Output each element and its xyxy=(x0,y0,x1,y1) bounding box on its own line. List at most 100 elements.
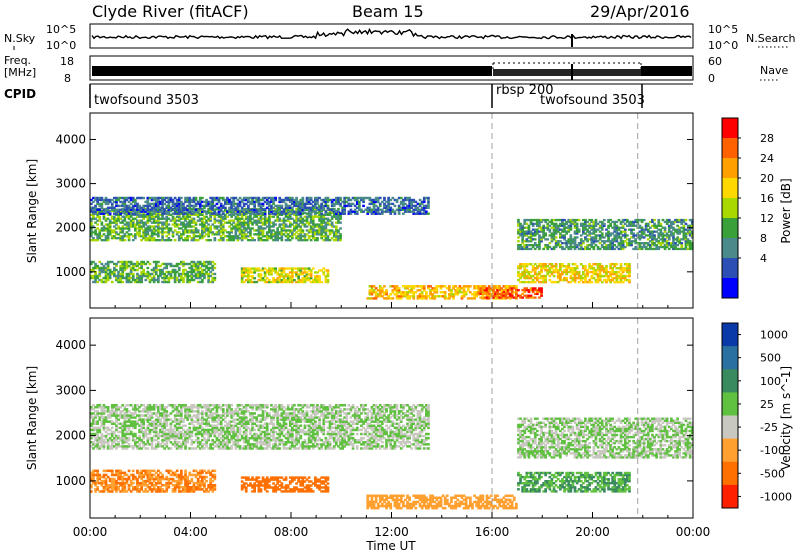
colorbar-tick-label: 8 xyxy=(760,232,767,245)
power-echo-cell xyxy=(575,276,579,280)
power-echo-cell xyxy=(378,202,382,206)
power-echo-cell xyxy=(525,287,529,290)
power-echo-cell xyxy=(594,218,598,222)
power-echo-cell xyxy=(125,213,129,216)
power-echo-cell xyxy=(404,287,407,290)
power-echo-cell xyxy=(182,212,185,215)
velocity-echo-cell xyxy=(129,432,133,436)
power-echo-cell xyxy=(320,202,323,206)
power-echo-cell xyxy=(303,235,307,238)
power-echo-cell xyxy=(263,280,267,284)
power-echo-cell xyxy=(117,219,120,222)
power-echo-cell xyxy=(173,280,177,284)
power-echo-cell xyxy=(341,200,344,204)
power-echo-cell xyxy=(125,206,129,209)
power-echo-cell xyxy=(368,285,372,288)
power-echo-cell xyxy=(268,267,271,270)
power-echo-cell xyxy=(286,213,290,216)
power-echo-cell xyxy=(125,231,129,234)
power-echo-cell xyxy=(406,210,409,213)
velocity-echo-cell xyxy=(129,445,133,448)
power-echo-cell xyxy=(276,271,279,274)
power-echo-cell xyxy=(594,236,598,239)
power-echo-cell xyxy=(684,232,688,235)
power-echo-cell xyxy=(588,238,591,241)
power-echo-cell xyxy=(115,219,118,222)
power-echo-cell xyxy=(180,212,183,215)
power-echo-cell xyxy=(108,221,112,224)
power-echo-cell xyxy=(538,270,541,274)
power-echo-cell xyxy=(211,204,215,208)
velocity-echo-cell xyxy=(104,441,108,444)
power-echo-cell xyxy=(420,285,424,288)
power-echo-cell xyxy=(594,234,598,237)
power-echo-cell xyxy=(192,221,196,224)
power-echo-cell xyxy=(201,262,204,266)
power-echo-cell xyxy=(339,239,342,242)
power-echo-cell xyxy=(538,222,541,225)
power-echo-cell xyxy=(94,278,97,282)
power-echo-cell xyxy=(186,208,189,211)
power-echo-cell xyxy=(611,238,614,241)
power-echo-cell xyxy=(242,269,246,272)
velocity-echo-cell xyxy=(131,436,135,440)
power-echo-cell xyxy=(161,272,164,276)
power-echo-cell xyxy=(288,217,292,220)
power-echo-cell xyxy=(117,225,120,228)
power-echo-cell xyxy=(251,208,254,211)
power-echo-cell xyxy=(567,228,571,231)
power-echo-cell xyxy=(682,247,686,251)
power-echo-cell xyxy=(670,234,673,237)
power-echo-cell xyxy=(146,212,150,215)
power-echo-cell xyxy=(621,224,625,227)
power-echo-cell xyxy=(362,196,365,200)
power-echo-cell xyxy=(251,223,254,226)
power-echo-cell xyxy=(523,240,527,243)
power-echo-cell xyxy=(393,293,397,296)
power-echo-cell xyxy=(592,267,596,270)
power-echo-cell xyxy=(203,217,206,220)
power-echo-cell xyxy=(211,280,215,284)
velocity-echo-cell xyxy=(90,414,93,417)
power-echo-cell xyxy=(533,247,537,251)
power-echo-cell xyxy=(502,290,506,294)
power-echo-cell xyxy=(280,206,284,209)
power-echo-cell xyxy=(320,235,323,238)
power-echo-cell xyxy=(326,229,330,232)
power-echo-cell xyxy=(209,200,212,204)
velocity-echo-cell xyxy=(106,432,110,436)
power-echo-cell xyxy=(414,204,418,208)
power-echo-cell xyxy=(171,198,175,202)
power-echo-cell xyxy=(177,217,181,220)
power-echo-cell xyxy=(370,297,374,300)
power-echo-cell xyxy=(219,237,223,240)
power-echo-cell xyxy=(142,235,145,238)
power-echo-cell xyxy=(113,266,116,270)
power-echo-cell xyxy=(211,208,215,211)
power-echo-cell xyxy=(299,229,303,232)
power-echo-cell xyxy=(644,226,648,229)
power-echo-cell xyxy=(615,245,619,249)
power-echo-cell xyxy=(483,296,487,299)
power-echo-cell xyxy=(577,247,581,251)
power-echo-cell xyxy=(559,274,562,278)
power-echo-cell xyxy=(106,260,110,264)
velocity-echo-cell xyxy=(113,441,116,444)
power-echo-cell xyxy=(184,262,187,266)
power-echo-cell xyxy=(286,235,290,238)
power-echo-cell xyxy=(198,272,202,276)
power-echo-cell xyxy=(527,294,531,297)
power-echo-cell xyxy=(136,221,139,224)
power-echo-cell xyxy=(192,239,196,242)
y-tick-label: 3000 xyxy=(55,177,86,191)
power-echo-cell xyxy=(416,212,420,215)
power-echo-cell xyxy=(251,221,254,224)
power-echo-cell xyxy=(253,219,256,222)
power-echo-cell xyxy=(165,270,169,274)
velocity-echo-cell xyxy=(125,430,129,434)
power-echo-cell xyxy=(536,276,539,280)
power-echo-cell xyxy=(288,279,292,282)
power-echo-cell xyxy=(230,237,233,240)
power-echo-cell xyxy=(184,223,187,226)
power-echo-cell xyxy=(115,233,118,236)
